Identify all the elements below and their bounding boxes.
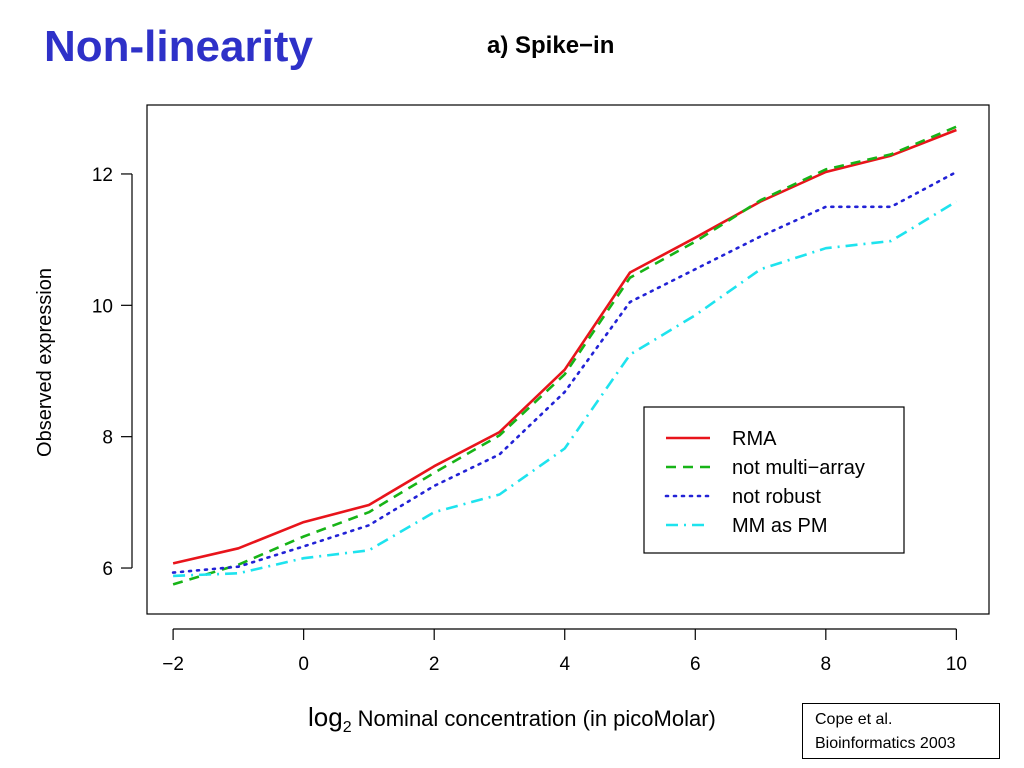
x-tick-label: 2 bbox=[429, 654, 440, 675]
citation-box: Cope et al. Bioinformatics 2003 bbox=[802, 703, 1000, 759]
x-tick-label: 0 bbox=[298, 654, 309, 675]
x-tick-label: 4 bbox=[559, 654, 570, 675]
y-tick-label: 6 bbox=[102, 559, 113, 580]
x-axis-label-log: log bbox=[308, 702, 343, 732]
series-line bbox=[172, 128, 957, 565]
y-axis-label: Observed expression bbox=[34, 268, 56, 457]
series-line bbox=[172, 125, 957, 586]
legend-label: RMA bbox=[732, 428, 777, 450]
chart-title: a) Spike−in bbox=[487, 32, 615, 59]
citation-journal: Bioinformatics 2003 bbox=[815, 735, 956, 752]
y-tick-label: 12 bbox=[92, 165, 113, 186]
series-line bbox=[171, 170, 958, 574]
x-tick-label: 10 bbox=[946, 654, 967, 675]
x-axis-label-text: Nominal concentration (in picoMolar) bbox=[357, 706, 716, 731]
x-tick-label: 8 bbox=[821, 654, 832, 675]
legend-label: not robust bbox=[732, 486, 821, 508]
series-line bbox=[173, 200, 958, 578]
x-tick-label: 6 bbox=[690, 654, 701, 675]
plot-frame bbox=[146, 104, 990, 615]
legend-box bbox=[643, 406, 905, 554]
y-tick-label: 10 bbox=[92, 296, 113, 317]
x-axis-label-subscript: 2 bbox=[342, 719, 352, 736]
y-tick-label: 8 bbox=[102, 428, 113, 449]
citation-authors: Cope et al. bbox=[815, 711, 893, 728]
legend-label: not multi−array bbox=[732, 457, 865, 479]
x-tick-label: −2 bbox=[162, 654, 184, 675]
legend-label: MM as PM bbox=[732, 515, 828, 537]
x-axis-label: log2 Nominal concentration (in picoMolar) bbox=[308, 702, 716, 737]
slide-title: Non-linearity bbox=[44, 22, 313, 71]
